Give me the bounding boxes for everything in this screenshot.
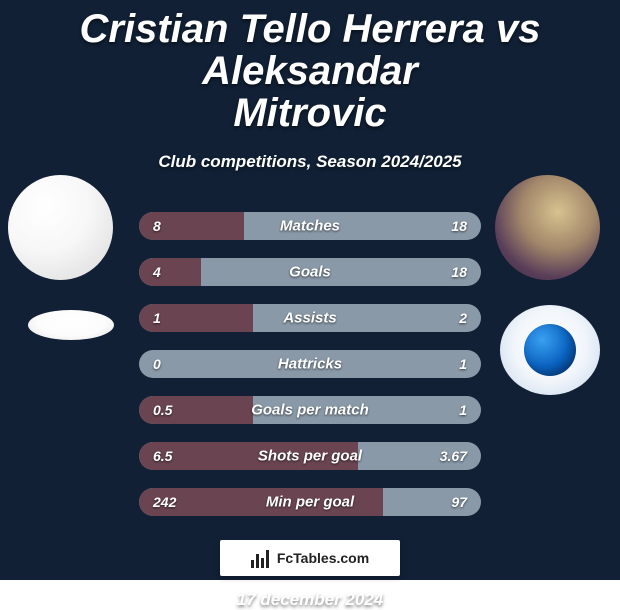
- page-title: Cristian Tello Herrera vs Aleksandar Mit…: [0, 0, 620, 134]
- stat-right-value: 18: [451, 218, 467, 234]
- stat-right-value: 1: [459, 356, 467, 372]
- title-line1: Cristian Tello Herrera vs Aleksandar: [80, 7, 541, 93]
- stat-right-value: 18: [451, 264, 467, 280]
- stat-left-value: 242: [153, 494, 176, 510]
- stat-fill: [139, 258, 201, 286]
- stats-bar-list: 8Matches184Goals181Assists20Hattricks10.…: [0, 212, 620, 516]
- stat-right-value: 2: [459, 310, 467, 326]
- stat-metric-label: Assists: [283, 310, 336, 327]
- stat-row: 0.5 Goals per match 1: [139, 396, 481, 424]
- stat-left-value: 4: [153, 264, 161, 280]
- attribution-badge: FcTables.com: [220, 540, 400, 576]
- stat-row: 242 Min per goal 97: [139, 488, 481, 516]
- stat-metric-label: Goals: [289, 264, 331, 281]
- stat-left-value: 6.5: [153, 448, 172, 464]
- stat-metric-label: Shots per goal: [258, 448, 362, 465]
- stat-right-value: 97: [451, 494, 467, 510]
- stat-left-value: 0: [153, 356, 161, 372]
- stat-metric-label: Goals per match: [251, 402, 369, 419]
- title-line2: Mitrovic: [233, 91, 386, 135]
- stat-row: 4 Goals 18: [139, 258, 481, 286]
- stat-row: 6.5 Shots per goal 3.67: [139, 442, 481, 470]
- stat-row: 0 Hattricks 1: [139, 350, 481, 378]
- stat-row: 1 Assists 2: [139, 304, 481, 332]
- stat-metric-label: Hattricks: [278, 356, 342, 373]
- stat-left-value: 8: [153, 218, 161, 234]
- stat-metric-label: Matches: [280, 218, 340, 235]
- bar-chart-icon: [251, 548, 271, 568]
- stat-metric-label: Min per goal: [266, 494, 354, 511]
- subtitle: Club competitions, Season 2024/2025: [0, 152, 620, 172]
- stat-left-value: 0.5: [153, 402, 172, 418]
- stat-right-value: 1: [459, 402, 467, 418]
- stat-left-value: 1: [153, 310, 161, 326]
- stat-right-value: 3.67: [440, 448, 467, 464]
- footer-date: 17 december 2024: [0, 590, 620, 610]
- attribution-text: FcTables.com: [277, 550, 369, 566]
- comparison-card: Cristian Tello Herrera vs Aleksandar Mit…: [0, 0, 620, 580]
- stat-row: 8 Matches 18: [139, 212, 481, 240]
